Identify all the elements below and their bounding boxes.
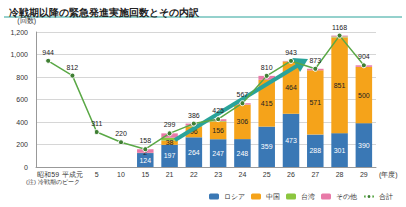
svg-text:415: 415 <box>261 100 273 107</box>
svg-text:1168: 1168 <box>332 24 347 31</box>
svg-text:390: 390 <box>358 142 370 149</box>
svg-text:24: 24 <box>239 171 247 178</box>
svg-text:その他: その他 <box>336 193 357 201</box>
svg-text:22: 22 <box>190 171 198 178</box>
svg-text:359: 359 <box>261 143 273 150</box>
svg-text:38: 38 <box>166 139 174 146</box>
svg-text:200: 200 <box>16 141 28 148</box>
svg-text:(回数): (回数) <box>17 17 36 25</box>
svg-text:10: 10 <box>117 171 125 178</box>
svg-text:1,200: 1,200 <box>10 29 28 36</box>
svg-text:23: 23 <box>214 171 222 178</box>
svg-text:600: 600 <box>16 96 28 103</box>
svg-text:台湾: 台湾 <box>301 193 315 200</box>
svg-text:301: 301 <box>334 147 346 154</box>
svg-text:571: 571 <box>309 99 321 106</box>
svg-text:124: 124 <box>139 157 151 164</box>
svg-text:197: 197 <box>164 152 176 159</box>
svg-text:264: 264 <box>188 149 200 156</box>
svg-text:2: 2 <box>143 149 148 157</box>
svg-text:464: 464 <box>285 84 297 91</box>
svg-text:平成元: 平成元 <box>62 171 83 178</box>
svg-text:943: 943 <box>285 49 297 56</box>
svg-text:386: 386 <box>188 112 200 119</box>
svg-text:(注) 冷戦期のピーク: (注) 冷戦期のピーク <box>26 178 80 185</box>
svg-text:ロシア: ロシア <box>224 193 245 200</box>
svg-text:昭和59: 昭和59 <box>37 171 59 178</box>
svg-text:306: 306 <box>237 118 249 125</box>
svg-text:156: 156 <box>212 127 224 134</box>
svg-text:28: 28 <box>336 171 344 178</box>
svg-text:合計: 合計 <box>379 193 393 200</box>
svg-text:21: 21 <box>166 171 174 178</box>
svg-text:5: 5 <box>95 171 99 178</box>
svg-text:288: 288 <box>309 147 321 154</box>
svg-text:0: 0 <box>24 164 28 171</box>
svg-text:247: 247 <box>212 150 224 157</box>
svg-text:800: 800 <box>16 74 28 81</box>
svg-text:15: 15 <box>141 171 149 178</box>
svg-text:中国: 中国 <box>266 193 280 200</box>
svg-text:567: 567 <box>237 91 249 98</box>
svg-text:400: 400 <box>16 119 28 126</box>
svg-text:851: 851 <box>334 82 346 89</box>
svg-text:425: 425 <box>212 107 224 114</box>
svg-text:29: 29 <box>360 171 368 178</box>
svg-text:(年度): (年度) <box>379 171 398 179</box>
svg-text:500: 500 <box>358 92 370 99</box>
svg-text:473: 473 <box>285 137 297 144</box>
svg-text:25: 25 <box>263 171 271 178</box>
svg-text:248: 248 <box>237 150 249 157</box>
svg-text:944: 944 <box>42 49 54 56</box>
svg-text:158: 158 <box>139 137 151 144</box>
svg-text:810: 810 <box>261 64 273 71</box>
svg-text:812: 812 <box>67 64 79 71</box>
svg-text:1,000: 1,000 <box>10 51 28 58</box>
svg-text:299: 299 <box>164 121 176 128</box>
svg-text:311: 311 <box>91 120 102 127</box>
svg-text:26: 26 <box>287 171 295 178</box>
svg-text:873: 873 <box>309 57 321 64</box>
svg-text:220: 220 <box>115 130 127 137</box>
svg-text:27: 27 <box>311 171 319 178</box>
svg-text:冷戦期以降の緊急発進実施回数とその内訳: 冷戦期以降の緊急発進実施回数とその内訳 <box>9 7 200 18</box>
svg-text:96: 96 <box>190 128 198 136</box>
svg-text:904: 904 <box>358 53 370 60</box>
